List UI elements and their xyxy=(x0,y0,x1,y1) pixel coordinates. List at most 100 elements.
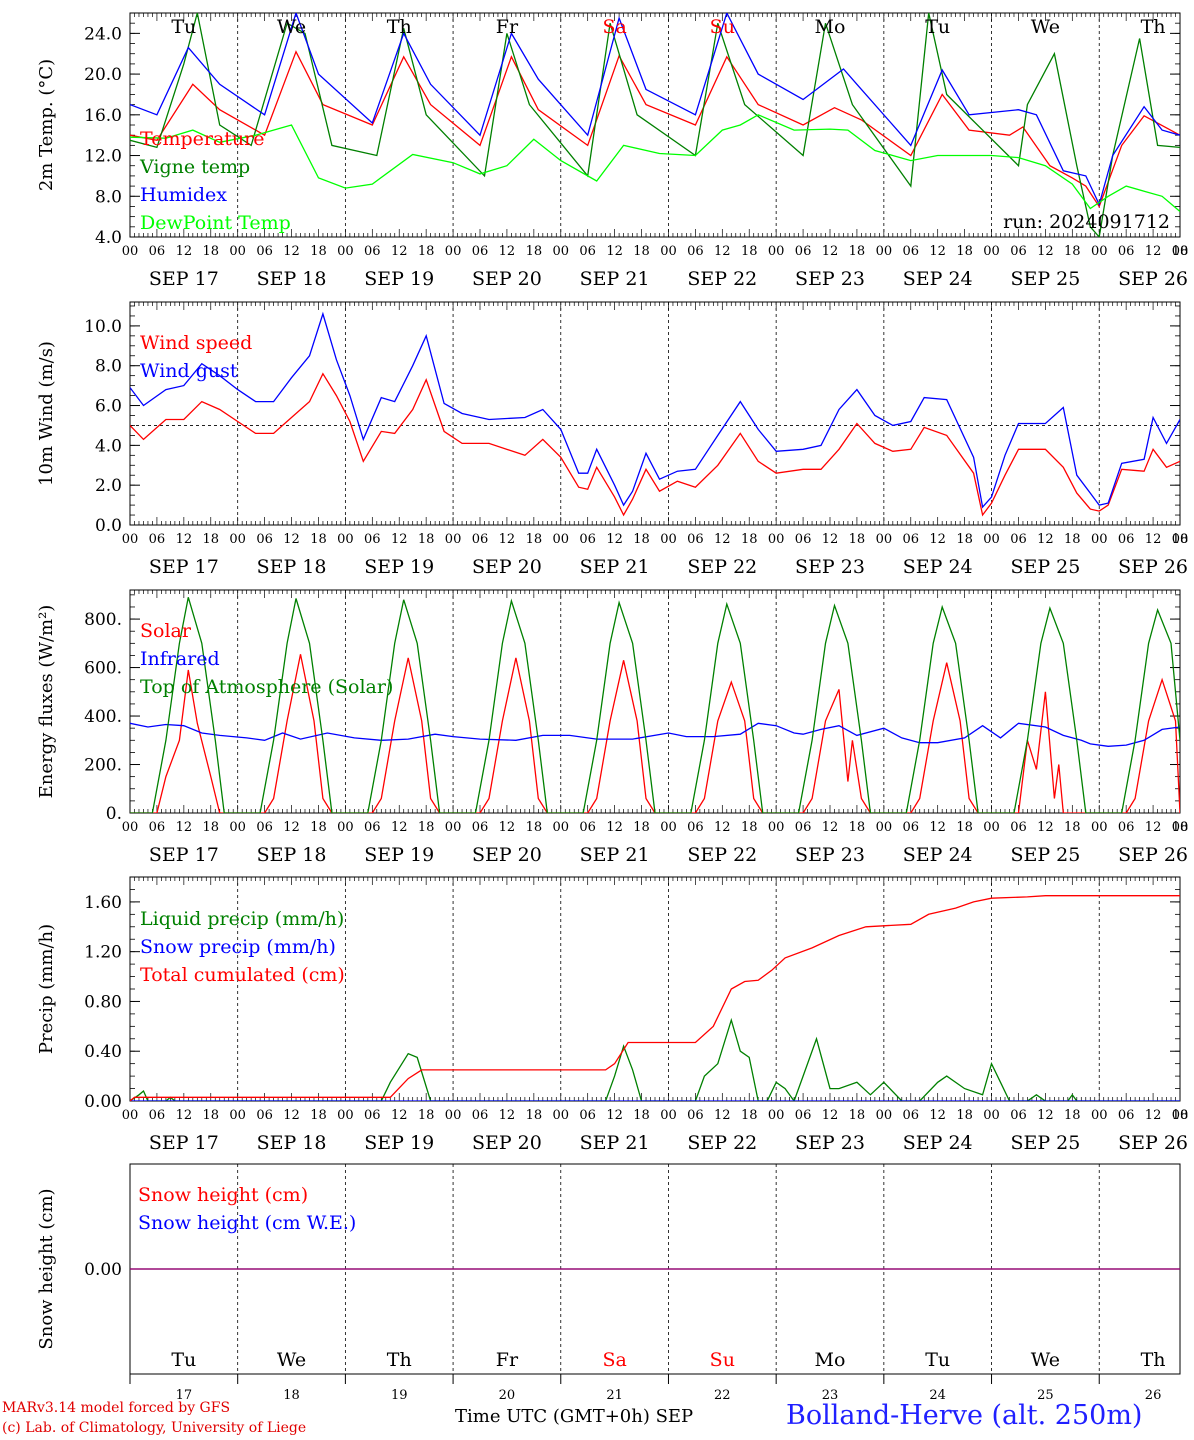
y-tick-label: 0.0 xyxy=(95,516,122,536)
date-label: SEP 22 xyxy=(687,556,757,578)
weekday-label: Th xyxy=(1141,16,1166,38)
hour-tick-label: 00 xyxy=(445,532,462,547)
hour-tick-label: 12 xyxy=(499,820,516,835)
hour-tick-label: 06 xyxy=(687,820,704,835)
date-label: SEP 17 xyxy=(149,268,219,290)
model-credit: MARv3.14 model forced by GFS xyxy=(2,1400,231,1416)
hour-tick-label: 00 xyxy=(337,820,354,835)
hour-tick-label: 12 xyxy=(929,244,946,259)
weekday-label: Tu xyxy=(925,1349,950,1371)
hour-tick-label: 18 xyxy=(418,820,435,835)
hour-tick-label: 18 xyxy=(741,244,758,259)
series-line xyxy=(130,311,1180,509)
hour-tick-label: 00 xyxy=(660,820,677,835)
time-axis-label: Time UTC (GMT+0h) SEP xyxy=(455,1406,694,1427)
hour-tick-label: 06 xyxy=(472,820,489,835)
hour-tick-label: 12 xyxy=(283,820,300,835)
legend-entry: Liquid precip (mm/h) xyxy=(140,908,344,930)
hour-tick-label: 18 xyxy=(1064,820,1081,835)
series-line xyxy=(130,654,1180,813)
series-line xyxy=(130,372,1180,517)
hour-tick-label: 06 xyxy=(364,244,381,259)
hour-tick-label: 00 xyxy=(552,820,569,835)
date-label: SEP 26 xyxy=(1118,556,1188,578)
hour-tick-label: 00 xyxy=(768,244,785,259)
date-label: SEP 21 xyxy=(580,844,650,866)
hour-tick-label: 18 xyxy=(202,532,219,547)
hour-tick-label: 18 xyxy=(956,532,973,547)
day-number-label: 21 xyxy=(606,1388,623,1403)
hour-tick-label: 18 xyxy=(849,1108,866,1123)
hour-tick-label: 18 xyxy=(418,244,435,259)
legend-entry: Total cumulated (cm) xyxy=(140,964,345,986)
hour-tick-label: 00 xyxy=(983,1108,1000,1123)
day-number-label: 24 xyxy=(929,1388,946,1403)
hour-tick-label: 12 xyxy=(714,1108,731,1123)
panel-0 xyxy=(129,12,1181,238)
hour-tick-label: 00 xyxy=(768,1108,785,1123)
hour-tick-label: 18 xyxy=(418,1108,435,1123)
hour-tick-label: 06 xyxy=(1118,820,1135,835)
hour-tick-label: 00 xyxy=(876,1108,893,1123)
hour-tick-label: 06 xyxy=(149,820,166,835)
date-label: SEP 20 xyxy=(472,268,542,290)
series-line xyxy=(130,114,1180,212)
hour-tick-label: 06 xyxy=(472,244,489,259)
weekday-label: Mo xyxy=(815,1349,846,1371)
weekday-label: Su xyxy=(710,16,735,38)
date-label: SEP 21 xyxy=(580,1132,650,1154)
hour-tick-label: 18 xyxy=(1172,820,1189,835)
hour-tick-label: 00 xyxy=(445,820,462,835)
weekday-label: Tu xyxy=(171,1349,196,1371)
series-line xyxy=(130,13,1180,207)
hour-tick-label: 18 xyxy=(310,820,327,835)
y-axis-label: Snow height (cm) xyxy=(36,1188,57,1349)
day-number-label: 23 xyxy=(822,1388,839,1403)
hour-tick-label: 06 xyxy=(1010,820,1027,835)
hour-tick-label: 06 xyxy=(795,244,812,259)
panel-1 xyxy=(129,301,1181,526)
hour-tick-label: 18 xyxy=(849,820,866,835)
weekday-label: Th xyxy=(387,16,412,38)
weekday-label: Th xyxy=(387,1349,412,1371)
hour-tick-label: 06 xyxy=(1118,1108,1135,1123)
hour-tick-label: 00 xyxy=(122,532,139,547)
hour-tick-label: 00 xyxy=(1091,820,1108,835)
y-tick-label: 2.0 xyxy=(95,476,122,496)
date-label: SEP 23 xyxy=(795,268,865,290)
hour-tick-label: 00 xyxy=(122,820,139,835)
hour-tick-label: 18 xyxy=(418,532,435,547)
hour-tick-label: 12 xyxy=(391,532,408,547)
hour-tick-label: 12 xyxy=(714,532,731,547)
hour-tick-label: 06 xyxy=(795,532,812,547)
hour-tick-label: 00 xyxy=(445,244,462,259)
hour-tick-label: 18 xyxy=(849,244,866,259)
day-number-label: 17 xyxy=(176,1388,193,1403)
y-tick-label: 600. xyxy=(84,659,122,679)
y-tick-label: 8.0 xyxy=(95,357,122,377)
hour-tick-label: 06 xyxy=(687,532,704,547)
weekday-label: We xyxy=(1031,16,1060,38)
date-label: SEP 25 xyxy=(1010,844,1080,866)
day-number-label: 19 xyxy=(391,1388,408,1403)
date-label: SEP 25 xyxy=(1010,1132,1080,1154)
hour-tick-label: 00 xyxy=(1091,532,1108,547)
date-label: SEP 22 xyxy=(687,268,757,290)
hour-tick-label: 12 xyxy=(1145,244,1162,259)
hour-tick-label: 06 xyxy=(687,1108,704,1123)
date-label: SEP 26 xyxy=(1118,844,1188,866)
weekday-label: Fr xyxy=(496,16,519,38)
hour-tick-label: 12 xyxy=(391,820,408,835)
hour-tick-label: 00 xyxy=(983,532,1000,547)
hour-tick-label: 12 xyxy=(1037,1108,1054,1123)
date-label: SEP 18 xyxy=(257,1132,327,1154)
hour-tick-label: 12 xyxy=(391,1108,408,1123)
hour-tick-label: 18 xyxy=(633,532,650,547)
hour-tick-label: 18 xyxy=(526,1108,543,1123)
y-tick-label: 1.60 xyxy=(84,893,122,913)
hour-tick-label: 18 xyxy=(526,244,543,259)
date-label: SEP 26 xyxy=(1118,1132,1188,1154)
date-label: SEP 20 xyxy=(472,1132,542,1154)
hour-tick-label: 18 xyxy=(633,1108,650,1123)
